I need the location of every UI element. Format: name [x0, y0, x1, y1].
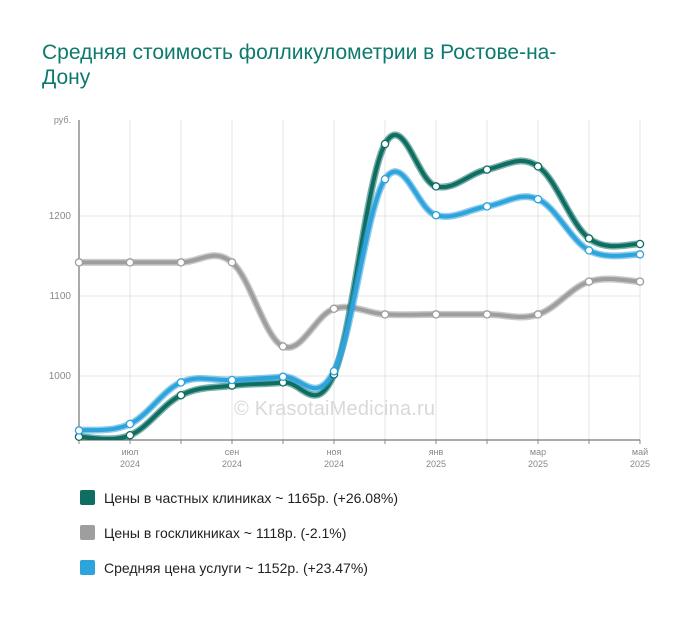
data-point-private: [125, 430, 135, 440]
data-point-average: [431, 210, 441, 220]
data-point-public: [380, 310, 390, 319]
data-point-private: [635, 239, 645, 249]
data-point-average: [380, 174, 390, 184]
data-point-private: [533, 162, 543, 171]
x-tick-label-year: 2025: [630, 459, 650, 469]
data-point-average: [125, 419, 135, 429]
y-tick-label: 1200: [49, 211, 72, 222]
x-tick-label-month: мар: [530, 447, 546, 457]
legend-label-private: Цены в частных клиниках ~ 1165р. (+26.08…: [104, 490, 398, 506]
data-point-public: [431, 310, 441, 319]
data-point-private: [380, 139, 390, 149]
data-point-public: [227, 258, 237, 267]
data-points: [74, 139, 645, 442]
legend-swatch-average: [80, 560, 95, 575]
data-point-public: [482, 310, 492, 319]
legend-label-public: Цены в госкликниках ~ 1118р. (-2.1%): [104, 525, 347, 541]
data-point-average: [584, 246, 594, 255]
x-tick-label-month: ноя: [327, 447, 342, 457]
data-point-public: [278, 342, 288, 351]
data-point-public: [533, 310, 543, 319]
data-point-average: [482, 202, 492, 211]
data-point-public: [176, 258, 186, 267]
data-point-private: [176, 390, 186, 400]
data-point-public: [74, 258, 84, 267]
data-point-average: [635, 250, 645, 259]
y-tick-label: 1100: [49, 291, 71, 302]
x-tick-label-month: сен: [225, 447, 240, 457]
legend-swatch-public: [80, 525, 95, 540]
x-tick-label-year: 2025: [426, 459, 446, 469]
data-point-average: [74, 426, 84, 435]
data-point-average: [329, 366, 339, 376]
data-point-average: [533, 194, 543, 204]
y-unit-label: руб.: [54, 115, 71, 125]
series-lines: [75, 131, 644, 440]
chart-title: Средняя стоимость фолликулометрии в Рост…: [42, 41, 557, 89]
watermark: © KrasotaiMedicina.ru: [234, 398, 436, 420]
x-tick-label-month: июл: [122, 447, 139, 457]
x-tick-label-year: 2025: [528, 459, 548, 469]
x-tick-label-year: 2024: [324, 459, 344, 469]
x-tick-label-month: янв: [429, 447, 444, 457]
x-tick-label-month: май: [632, 447, 648, 457]
data-point-public: [329, 304, 339, 314]
data-point-private: [482, 165, 492, 174]
axes: 1000 1100 1200 руб. июл 2024 сен 2024 ноя 2024 янв…: [49, 115, 650, 469]
y-tick-label: 1000: [49, 371, 72, 382]
x-tick-label-year: 2024: [120, 459, 140, 469]
data-point-average: [176, 378, 186, 387]
legend-label-average: Средняя цена услуги ~ 1152р. (+23.47%): [104, 560, 368, 576]
data-point-average: [278, 372, 288, 382]
data-point-public: [635, 277, 645, 286]
x-tick-label-year: 2024: [222, 459, 242, 469]
legend-swatch-private: [80, 490, 95, 505]
data-point-private: [431, 182, 441, 191]
data-point-average: [227, 375, 237, 385]
data-point-public: [584, 277, 594, 286]
data-point-private: [584, 234, 594, 243]
data-point-public: [125, 258, 135, 267]
